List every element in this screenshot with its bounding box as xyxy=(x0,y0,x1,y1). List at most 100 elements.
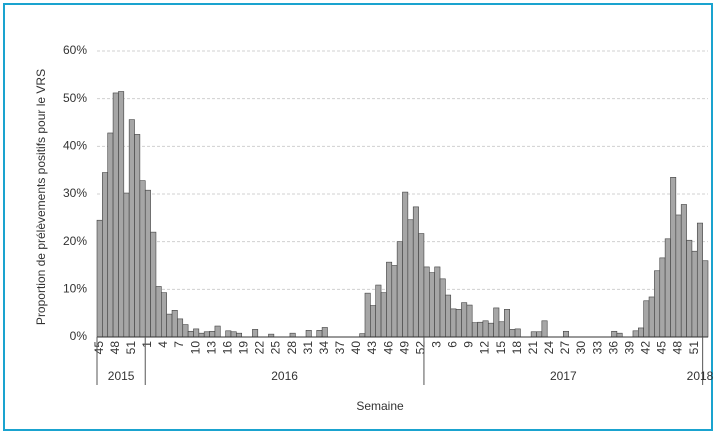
x-tick-label: 4 xyxy=(156,341,170,348)
bar xyxy=(391,265,398,338)
y-axis-title: Proportion de prélèvements positifs pour… xyxy=(34,69,48,325)
x-axis-title: Semaine xyxy=(356,399,404,413)
x-tick-label: 37 xyxy=(333,341,347,355)
bar xyxy=(654,270,661,338)
y-tick-label: 20% xyxy=(63,234,87,248)
x-tick-label: 51 xyxy=(687,341,701,355)
bar xyxy=(134,134,141,338)
x-tick-label: 36 xyxy=(606,341,620,355)
x-tick-label: 42 xyxy=(639,341,653,355)
x-tick-label: 9 xyxy=(462,341,476,348)
bar xyxy=(230,331,237,338)
bar xyxy=(412,206,419,338)
y-tick-label: 40% xyxy=(63,139,87,153)
bar xyxy=(423,266,430,338)
bar xyxy=(375,284,382,338)
bar xyxy=(493,307,500,338)
bar xyxy=(102,172,109,338)
bar xyxy=(702,260,709,338)
x-tick-label: 6 xyxy=(446,341,460,348)
bar xyxy=(386,261,393,338)
y-tick-label: 0% xyxy=(70,329,88,343)
bar xyxy=(659,257,666,338)
bar xyxy=(450,308,457,338)
bar xyxy=(536,331,543,338)
bar xyxy=(487,322,494,338)
x-tick-label: 10 xyxy=(188,341,202,355)
bar xyxy=(203,331,210,338)
x-tick-label: 34 xyxy=(317,341,331,355)
bar xyxy=(509,329,516,338)
bar xyxy=(107,132,114,338)
y-tick-label: 30% xyxy=(63,186,87,200)
bar xyxy=(182,324,189,338)
x-tick-label: 40 xyxy=(349,341,363,355)
x-tick-label: 46 xyxy=(381,341,395,355)
bar xyxy=(471,322,478,338)
bar xyxy=(123,192,130,338)
bar xyxy=(316,330,323,338)
bar xyxy=(161,292,167,338)
x-tick-label: 51 xyxy=(124,341,138,355)
frame xyxy=(3,3,713,431)
bar xyxy=(466,304,473,338)
bar xyxy=(144,189,151,338)
bar xyxy=(402,191,409,338)
bar xyxy=(439,278,446,338)
bar xyxy=(150,231,157,338)
y-tick-label: 60% xyxy=(63,43,87,57)
x-tick-label: 12 xyxy=(478,341,492,355)
x-tick-label: 3 xyxy=(430,341,444,348)
bar xyxy=(370,305,377,338)
x-tick-label: 21 xyxy=(526,341,540,355)
bar xyxy=(128,119,135,338)
x-tick-label: 31 xyxy=(301,341,315,355)
x-tick-label: 48 xyxy=(108,341,122,355)
x-group-label: 2017 xyxy=(550,369,577,383)
x-tick-label: 16 xyxy=(220,341,234,355)
x-tick-label: 13 xyxy=(204,341,218,355)
x-tick-label: 45 xyxy=(92,341,106,355)
bar xyxy=(648,296,655,338)
bar xyxy=(686,239,693,338)
bar xyxy=(428,272,435,338)
bar xyxy=(209,330,216,338)
bar xyxy=(214,325,221,338)
bar xyxy=(504,309,510,338)
bar xyxy=(611,330,618,338)
bar xyxy=(477,321,484,338)
x-tick-label: 7 xyxy=(172,341,186,348)
bar xyxy=(112,92,119,338)
bar xyxy=(166,313,173,338)
bar xyxy=(418,233,425,338)
bar xyxy=(193,328,200,338)
bar xyxy=(236,332,243,338)
bar xyxy=(198,332,205,338)
x-group-label: 2016 xyxy=(271,369,298,383)
bar xyxy=(643,300,650,338)
bar xyxy=(171,310,178,338)
bar xyxy=(696,222,703,338)
bar xyxy=(407,219,414,338)
bar xyxy=(616,332,623,338)
bar xyxy=(680,204,687,338)
x-tick-label: 19 xyxy=(237,341,251,355)
x-tick-label: 1 xyxy=(140,341,154,348)
bar xyxy=(359,333,366,338)
x-tick-label: 33 xyxy=(590,341,604,355)
bar xyxy=(321,327,328,338)
bar xyxy=(530,331,537,338)
x-tick-label: 15 xyxy=(494,341,508,355)
bar xyxy=(498,321,505,338)
bar xyxy=(96,219,103,338)
bar xyxy=(118,91,125,338)
bar xyxy=(455,309,462,338)
bar xyxy=(364,292,371,338)
bar xyxy=(380,292,387,338)
x-tick-label: 22 xyxy=(253,341,267,355)
x-tick-label: 49 xyxy=(397,341,411,355)
bar xyxy=(638,327,644,338)
x-group-label: 2018 xyxy=(687,369,714,383)
bar xyxy=(187,330,194,338)
